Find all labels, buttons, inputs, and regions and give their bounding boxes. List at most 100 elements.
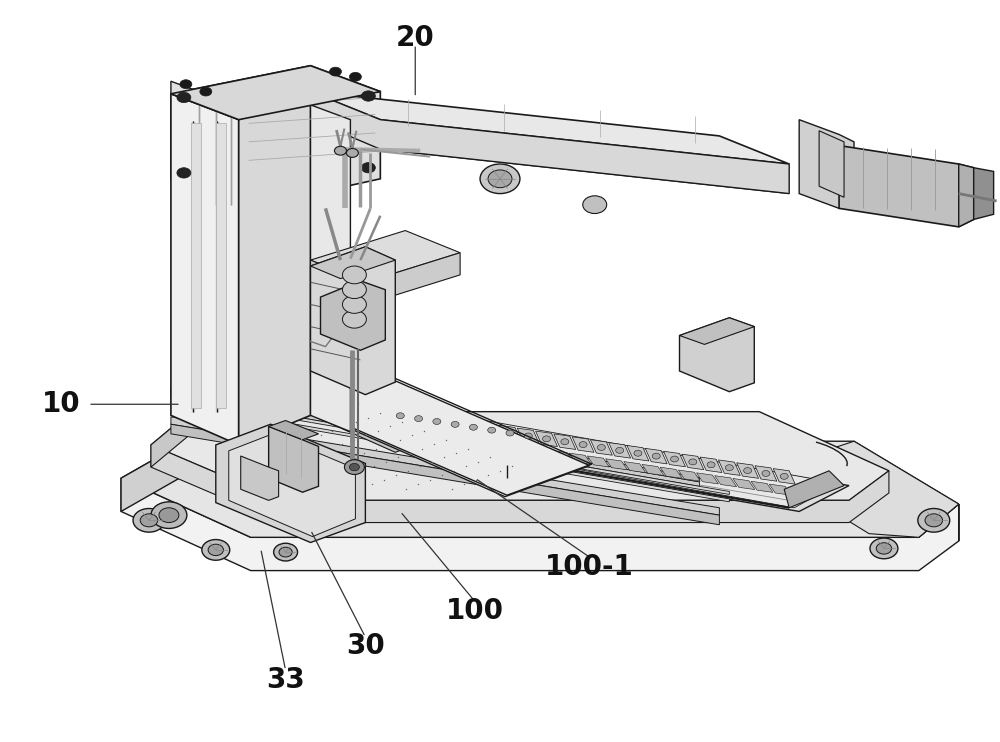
Polygon shape: [715, 476, 737, 487]
Polygon shape: [171, 395, 729, 494]
Circle shape: [918, 508, 950, 532]
Polygon shape: [171, 391, 699, 486]
Circle shape: [469, 424, 477, 430]
Polygon shape: [444, 416, 466, 432]
Polygon shape: [799, 119, 854, 209]
Circle shape: [133, 508, 165, 532]
Polygon shape: [660, 467, 682, 479]
Circle shape: [274, 543, 298, 561]
Polygon shape: [121, 441, 186, 511]
Polygon shape: [406, 428, 427, 439]
Polygon shape: [216, 123, 226, 408]
Polygon shape: [533, 447, 555, 459]
Circle shape: [543, 436, 551, 441]
Polygon shape: [311, 247, 395, 278]
Polygon shape: [269, 421, 319, 440]
Circle shape: [870, 538, 898, 559]
Polygon shape: [737, 463, 759, 479]
Polygon shape: [239, 93, 311, 445]
Polygon shape: [478, 439, 500, 450]
Circle shape: [579, 441, 587, 447]
Polygon shape: [121, 478, 959, 571]
Polygon shape: [171, 403, 729, 502]
Polygon shape: [809, 441, 959, 537]
Circle shape: [279, 548, 292, 557]
Polygon shape: [481, 422, 503, 438]
Polygon shape: [733, 479, 755, 490]
Polygon shape: [246, 91, 380, 209]
Text: 100: 100: [446, 597, 504, 626]
Polygon shape: [311, 119, 789, 194]
Polygon shape: [773, 469, 795, 484]
Polygon shape: [311, 91, 789, 194]
Circle shape: [415, 416, 423, 421]
Polygon shape: [515, 444, 537, 456]
Circle shape: [342, 280, 366, 298]
Polygon shape: [442, 433, 464, 444]
Polygon shape: [269, 427, 319, 492]
Polygon shape: [587, 456, 609, 467]
Circle shape: [177, 92, 191, 102]
Polygon shape: [819, 131, 844, 197]
Circle shape: [433, 418, 441, 424]
Circle shape: [361, 162, 375, 173]
Polygon shape: [769, 484, 791, 495]
Polygon shape: [151, 412, 889, 500]
Circle shape: [396, 413, 404, 418]
Text: 20: 20: [396, 24, 435, 53]
Polygon shape: [678, 470, 700, 481]
Polygon shape: [784, 470, 844, 508]
Text: 30: 30: [346, 632, 385, 660]
Polygon shape: [171, 93, 246, 209]
Polygon shape: [606, 459, 628, 470]
Polygon shape: [590, 440, 612, 456]
Circle shape: [361, 91, 375, 101]
Circle shape: [652, 453, 660, 459]
Polygon shape: [389, 408, 411, 424]
Circle shape: [177, 168, 191, 178]
Polygon shape: [551, 450, 573, 462]
Circle shape: [762, 470, 770, 476]
Circle shape: [342, 266, 366, 283]
Circle shape: [744, 467, 752, 473]
Polygon shape: [311, 247, 395, 395]
Polygon shape: [645, 448, 667, 464]
Polygon shape: [517, 428, 539, 444]
Polygon shape: [536, 431, 558, 447]
Circle shape: [725, 464, 733, 470]
Polygon shape: [390, 412, 839, 508]
Polygon shape: [700, 457, 722, 473]
Circle shape: [583, 196, 607, 214]
Circle shape: [180, 79, 192, 88]
Polygon shape: [171, 81, 311, 119]
Polygon shape: [569, 453, 591, 464]
Polygon shape: [609, 442, 631, 458]
Polygon shape: [216, 424, 365, 542]
Polygon shape: [460, 436, 482, 447]
Polygon shape: [480, 454, 535, 476]
Text: 10: 10: [42, 390, 81, 418]
Circle shape: [159, 508, 179, 522]
Polygon shape: [320, 406, 430, 453]
Polygon shape: [151, 445, 889, 522]
Circle shape: [202, 539, 230, 560]
Circle shape: [488, 170, 512, 188]
Text: 100-1: 100-1: [545, 553, 634, 581]
Circle shape: [506, 430, 514, 436]
Circle shape: [151, 502, 187, 528]
Polygon shape: [572, 437, 594, 453]
Circle shape: [597, 444, 605, 450]
Polygon shape: [241, 456, 279, 500]
Circle shape: [561, 439, 569, 444]
Polygon shape: [171, 424, 719, 525]
Circle shape: [480, 164, 520, 194]
Polygon shape: [718, 460, 740, 476]
Polygon shape: [191, 123, 201, 408]
Circle shape: [342, 295, 366, 313]
Polygon shape: [171, 387, 699, 482]
Text: 33: 33: [266, 666, 305, 694]
Polygon shape: [462, 419, 484, 435]
Polygon shape: [171, 93, 239, 445]
Polygon shape: [755, 466, 777, 482]
Circle shape: [334, 146, 346, 155]
